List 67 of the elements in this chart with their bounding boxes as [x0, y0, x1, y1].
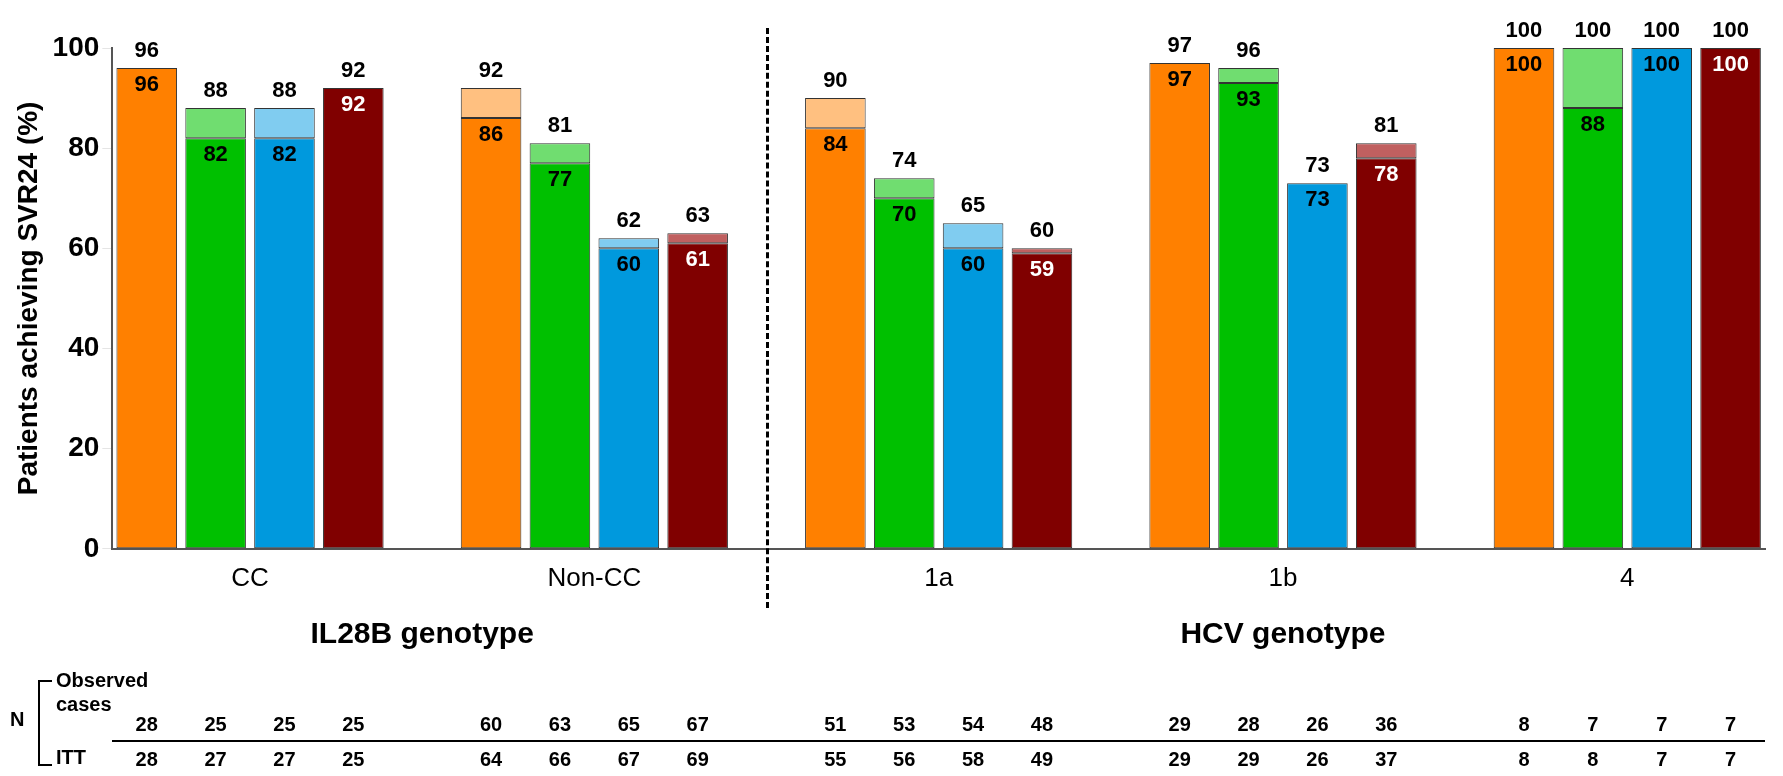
total-label: 100: [1643, 17, 1681, 43]
text: 29 28 26 36: [1168, 713, 1398, 735]
total-label: 97: [1167, 32, 1192, 58]
y-tick-label: 20: [68, 431, 100, 463]
data-label: 96: [134, 71, 159, 97]
data-label: 84: [823, 131, 849, 157]
text: 64 66 67 69: [479, 748, 709, 770]
total-label: 92: [478, 57, 504, 83]
text: 8 7 7 7: [1518, 713, 1737, 735]
text: ITT: [56, 746, 86, 769]
total-label: 100: [1505, 17, 1543, 43]
data-label: 97: [1167, 66, 1192, 92]
data-label: 100: [1505, 51, 1543, 77]
y-tick-label: 40: [68, 331, 100, 363]
y-axis-title: Patients achieving SVR24 (%): [11, 101, 43, 496]
text: HCV genotype: [1179, 616, 1387, 650]
text: 55 56 58 49: [824, 748, 1054, 770]
data-label: 70: [891, 201, 917, 227]
text: N: [10, 708, 25, 731]
total-label: 81: [1374, 112, 1399, 138]
total-label: 100: [1574, 17, 1612, 43]
total-label: 100: [1712, 17, 1749, 43]
total-label: 62: [616, 207, 642, 233]
total-label: 74: [891, 147, 918, 173]
x-tick-label: CC: [231, 561, 269, 592]
text: 28 27 27 25: [135, 748, 365, 770]
text: 29 29 26 37: [1168, 748, 1398, 770]
text: 60 63 65 67: [479, 713, 709, 735]
total-label: 88: [272, 77, 297, 103]
x-tick-label: 1a: [924, 561, 954, 592]
data-label: 77: [547, 166, 573, 192]
data-label: 82: [272, 141, 297, 167]
data-label: 61: [685, 246, 710, 272]
total-label: 73: [1305, 152, 1330, 178]
data-label: 86: [478, 121, 504, 147]
y-tick-label: 100: [52, 30, 100, 62]
text: 51 53 54 48: [824, 713, 1054, 735]
data-label: 59: [1029, 256, 1055, 282]
total-label: 88: [203, 77, 228, 103]
total-label: 90: [823, 67, 848, 93]
data-label: 92: [341, 91, 366, 117]
text: Observed cases: [56, 669, 149, 715]
y-tick-label: 80: [68, 130, 100, 162]
total-label: 81: [547, 112, 573, 138]
total-label: 65: [960, 192, 986, 218]
data-label: 100: [1643, 51, 1681, 77]
data-label: 100: [1712, 51, 1749, 77]
text: 8 8 7 7: [1518, 748, 1737, 770]
data-label: 73: [1305, 186, 1330, 212]
total-label: 96: [1236, 37, 1261, 63]
data-label: 82: [203, 141, 228, 167]
x-tick-label: 1b: [1268, 561, 1298, 592]
data-label: 60: [616, 251, 642, 277]
total-label: 92: [341, 57, 366, 83]
x-tick-label: Non-CC: [547, 561, 642, 592]
total-label: 60: [1029, 217, 1055, 243]
data-label: 60: [960, 251, 986, 277]
text: 28 25 25 25: [135, 713, 365, 735]
text: IL28B genotype: [309, 616, 535, 650]
x-tick-label: 4: [1620, 561, 1635, 592]
y-tick-label: 0: [83, 531, 100, 563]
total-label: 96: [134, 37, 159, 63]
data-label: 88: [1580, 111, 1606, 137]
y-tick-label: 60: [68, 231, 100, 263]
data-label: 78: [1374, 161, 1399, 187]
total-label: 63: [685, 202, 710, 228]
data-label: 93: [1236, 86, 1261, 112]
